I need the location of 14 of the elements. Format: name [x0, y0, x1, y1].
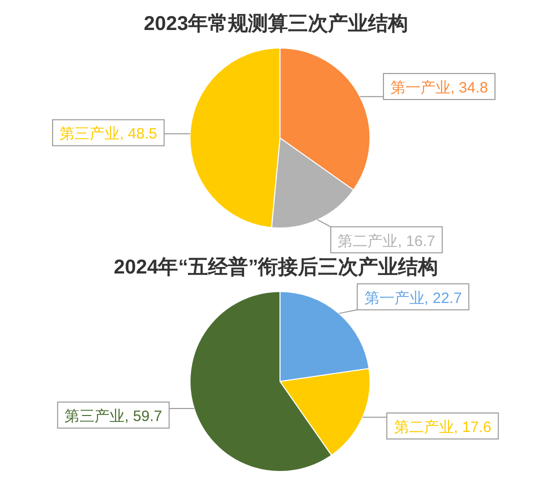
chart-title: 2023年常规测算三次产业结构	[144, 12, 408, 35]
data-label: , 17.6	[454, 418, 492, 436]
slice-label: 第一产业	[390, 79, 450, 96]
data-label: , 59.7	[124, 408, 162, 425]
data-label: , 16.7	[398, 232, 436, 250]
data-label: , 48.5	[120, 125, 158, 142]
slice-label: 第二产业	[394, 418, 454, 436]
data-label: , 34.8	[450, 79, 488, 96]
data-label: , 22.7	[424, 289, 462, 306]
slice-label: 第三产业	[64, 408, 125, 425]
chart-title: 2024年“五经普”衔接后三次产业结构	[114, 256, 438, 278]
slice-label: 第一产业	[364, 289, 424, 306]
slice-label: 第三产业	[60, 125, 120, 142]
slice-label: 第二产业	[338, 232, 398, 250]
